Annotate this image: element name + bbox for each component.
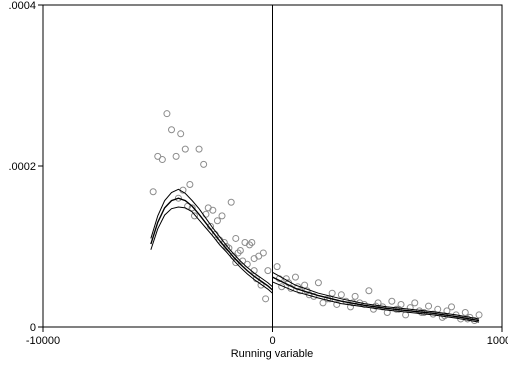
data-point	[227, 198, 235, 206]
data-point	[257, 281, 265, 289]
data-point	[213, 217, 221, 225]
data-point	[209, 206, 217, 214]
y-tick-label: 0	[30, 322, 36, 334]
data-point	[186, 181, 194, 189]
ci-upper-line	[150, 188, 273, 288]
data-point	[190, 212, 198, 220]
x-axis-title: Running variable	[231, 348, 314, 360]
data-point	[158, 156, 166, 164]
data-point	[411, 299, 419, 307]
data-point	[232, 234, 240, 242]
data-point	[333, 300, 341, 308]
data-point	[383, 309, 391, 317]
fit-lines	[150, 188, 480, 323]
data-point	[188, 204, 196, 212]
data-point	[239, 257, 247, 265]
data-point	[273, 263, 281, 271]
data-point	[174, 194, 182, 202]
y-tick-label: .0002	[8, 161, 36, 173]
data-point	[310, 292, 318, 300]
data-point	[200, 160, 208, 168]
y-tick-label: .0004	[8, 0, 36, 12]
x-tick-label: 0	[269, 335, 275, 347]
ci-upper-line	[272, 271, 480, 320]
data-point	[218, 212, 226, 220]
fit-line	[272, 276, 480, 322]
data-point	[475, 311, 483, 319]
ci-lower-line	[272, 281, 480, 323]
axis-ticks: -100000100000.0002.0004	[8, 0, 508, 347]
data-point	[291, 273, 299, 281]
data-point	[236, 247, 244, 255]
data-point	[172, 152, 180, 160]
data-point	[262, 295, 270, 303]
data-point	[181, 145, 189, 153]
fit-line	[150, 197, 273, 291]
x-tick-label: 10000	[487, 335, 508, 347]
data-point	[195, 145, 203, 153]
data-point	[461, 309, 469, 317]
data-point	[388, 297, 396, 305]
data-point	[234, 249, 242, 257]
data-point	[425, 302, 433, 310]
data-point	[365, 287, 373, 295]
data-point	[314, 279, 322, 287]
data-point	[246, 241, 254, 249]
data-point	[163, 110, 171, 118]
data-point	[264, 267, 272, 275]
ci-lower-line	[150, 206, 273, 294]
data-point	[351, 292, 359, 300]
data-point	[168, 126, 176, 134]
data-point	[337, 291, 345, 299]
data-point	[255, 252, 263, 260]
data-point	[319, 299, 327, 307]
data-point	[154, 152, 162, 160]
x-tick-label: -10000	[26, 335, 60, 347]
data-point	[347, 303, 355, 311]
data-point	[259, 249, 267, 257]
data-point	[248, 238, 256, 246]
data-point	[177, 130, 185, 138]
data-point	[448, 303, 456, 311]
data-point	[149, 188, 157, 196]
